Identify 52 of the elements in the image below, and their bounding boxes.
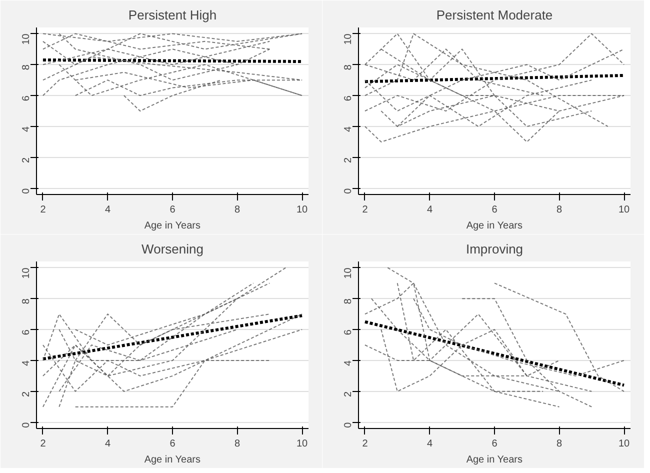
y-tick-label: 8 [21,64,32,70]
y-tick-label: 4 [21,360,32,366]
x-tick-label: 4 [426,204,433,216]
x-tick-label: 2 [40,438,46,450]
y-tick-label: 0 [343,188,354,194]
y-tick-label: 8 [343,64,354,70]
x-axis-title: Age in Years [144,454,201,466]
y-tick-label: 4 [343,126,354,132]
y-tick-label: 0 [21,422,32,428]
x-tick-label: 10 [618,438,630,450]
y-tick-label: 10 [343,33,354,45]
x-tick-label: 6 [492,204,498,216]
y-tick-label: 6 [21,95,32,102]
x-axis-title: Age in Years [466,220,523,232]
y-tick-label: 0 [343,422,354,428]
x-tick-label: 2 [362,438,368,450]
y-tick-label: 2 [343,156,354,163]
y-tick-label: 2 [343,390,354,397]
x-tick-label: 8 [556,204,562,216]
x-axis-title: Age in Years [466,454,523,466]
x-tick-label: 6 [170,204,176,216]
x-tick-label: 8 [234,204,240,216]
y-tick-label: 4 [343,360,354,366]
chart-title: Persistent Moderate [436,8,553,22]
y-tick-label: 0 [21,188,32,194]
x-axis-title: Age in Years [144,220,201,232]
y-tick-label: 10 [21,267,32,279]
x-tick-label: 2 [40,204,46,216]
y-tick-label: 6 [343,95,354,102]
x-tick-label: 6 [170,438,176,450]
y-tick-label: 2 [21,156,32,163]
x-tick-label: 8 [556,438,562,450]
x-tick-label: 2 [362,204,368,216]
chart-title: Improving [466,242,524,256]
y-tick-label: 8 [21,298,32,304]
x-tick-label: 4 [104,438,111,450]
x-tick-label: 8 [234,438,240,450]
y-tick-label: 6 [343,329,354,336]
chart-title: Persistent High [128,8,217,22]
x-tick-label: 6 [492,438,498,450]
y-tick-label: 2 [21,390,32,397]
x-tick-label: 10 [618,204,630,216]
x-tick-label: 4 [426,438,433,450]
x-tick-label: 10 [296,438,308,450]
y-tick-label: 8 [343,298,354,304]
y-tick-label: 4 [21,126,32,132]
x-tick-label: 4 [104,204,111,216]
y-tick-label: 6 [21,329,32,336]
y-tick-label: 10 [21,33,32,45]
x-tick-label: 10 [296,204,308,216]
chart-title: Worsening [142,242,204,256]
y-tick-label: 10 [343,267,354,279]
